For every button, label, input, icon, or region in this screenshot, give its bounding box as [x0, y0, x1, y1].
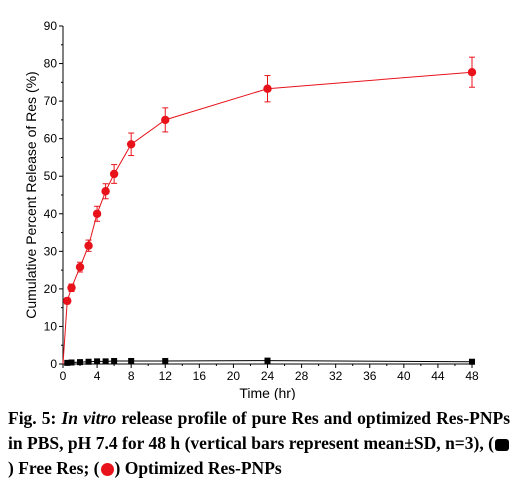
y-tick-label: 70: [44, 94, 58, 108]
data-point: [128, 357, 135, 364]
data-point: [68, 359, 75, 366]
caption-opt-label: ) Optimized Res-PNPs: [114, 458, 282, 478]
series-line: [62, 71, 473, 365]
free-res-series: [64, 357, 475, 366]
x-tick-label: 0: [60, 369, 67, 383]
data-point: [84, 241, 93, 250]
x-tick-label: 20: [227, 369, 241, 383]
caption-fig-label: Fig. 5:: [8, 408, 57, 428]
chart-ticks: 0 4 8 12 16 20 24 28 32 36 40 44 4801020304050607080…: [44, 19, 479, 383]
caption-text: release profile of pure Res and optimize…: [8, 408, 510, 453]
x-tick-label: 24: [261, 369, 275, 383]
data-point: [77, 359, 84, 366]
data-point: [92, 209, 102, 218]
data-point: [101, 187, 110, 196]
y-axis-title: Cumulative Percent Release of Res (%): [23, 71, 39, 318]
y-tick-label: 10: [44, 319, 58, 333]
release-profile-chart: 0 4 8 12 16 20 24 28 32 36 40 44 4801020304050607080…: [23, 19, 479, 400]
chart-series: [62, 56, 477, 366]
data-point: [85, 358, 92, 365]
data-point: [111, 357, 118, 364]
optimized-res-series: [62, 56, 477, 365]
x-tick-label: 4: [94, 369, 101, 383]
data-point: [264, 357, 271, 364]
data-point: [64, 359, 71, 366]
free-res-legend-swatch: [495, 439, 509, 451]
y-tick-label: 40: [44, 207, 58, 221]
y-tick-label: 0: [50, 357, 57, 371]
data-point: [94, 358, 101, 365]
data-point: [67, 283, 76, 292]
caption-italic: In vitro: [61, 408, 117, 428]
data-point: [469, 358, 475, 365]
data-point: [263, 84, 272, 93]
x-tick-label: 16: [193, 369, 207, 383]
data-point: [467, 67, 477, 77]
data-point: [126, 140, 136, 149]
x-tick-label: 36: [363, 369, 377, 383]
x-tick-label: 8: [128, 369, 135, 383]
y-tick-label: 80: [44, 57, 58, 71]
x-tick-label: 32: [329, 369, 343, 383]
y-tick-label: 50: [44, 169, 58, 183]
y-tick-label: 90: [44, 19, 58, 33]
caption-free-label: ) Free Res; (: [8, 458, 100, 478]
y-tick-label: 20: [44, 282, 58, 296]
data-point: [63, 296, 72, 306]
data-point: [109, 169, 119, 179]
x-tick-label: 28: [295, 369, 309, 383]
data-point: [161, 115, 170, 125]
data-point: [162, 357, 169, 364]
data-point: [75, 262, 85, 272]
x-tick-label: 48: [465, 369, 479, 383]
y-tick-label: 30: [44, 244, 58, 258]
y-tick-label: 60: [44, 132, 58, 146]
data-point: [102, 358, 109, 365]
x-tick-label: 12: [159, 369, 173, 383]
figure-caption: Fig. 5: In vitro release profile of pure…: [8, 406, 510, 481]
x-tick-label: 44: [431, 369, 445, 383]
x-tick-label: 40: [397, 369, 411, 383]
x-axis-title: Time (hr): [239, 385, 295, 400]
optimized-res-legend-swatch: [100, 463, 114, 476]
